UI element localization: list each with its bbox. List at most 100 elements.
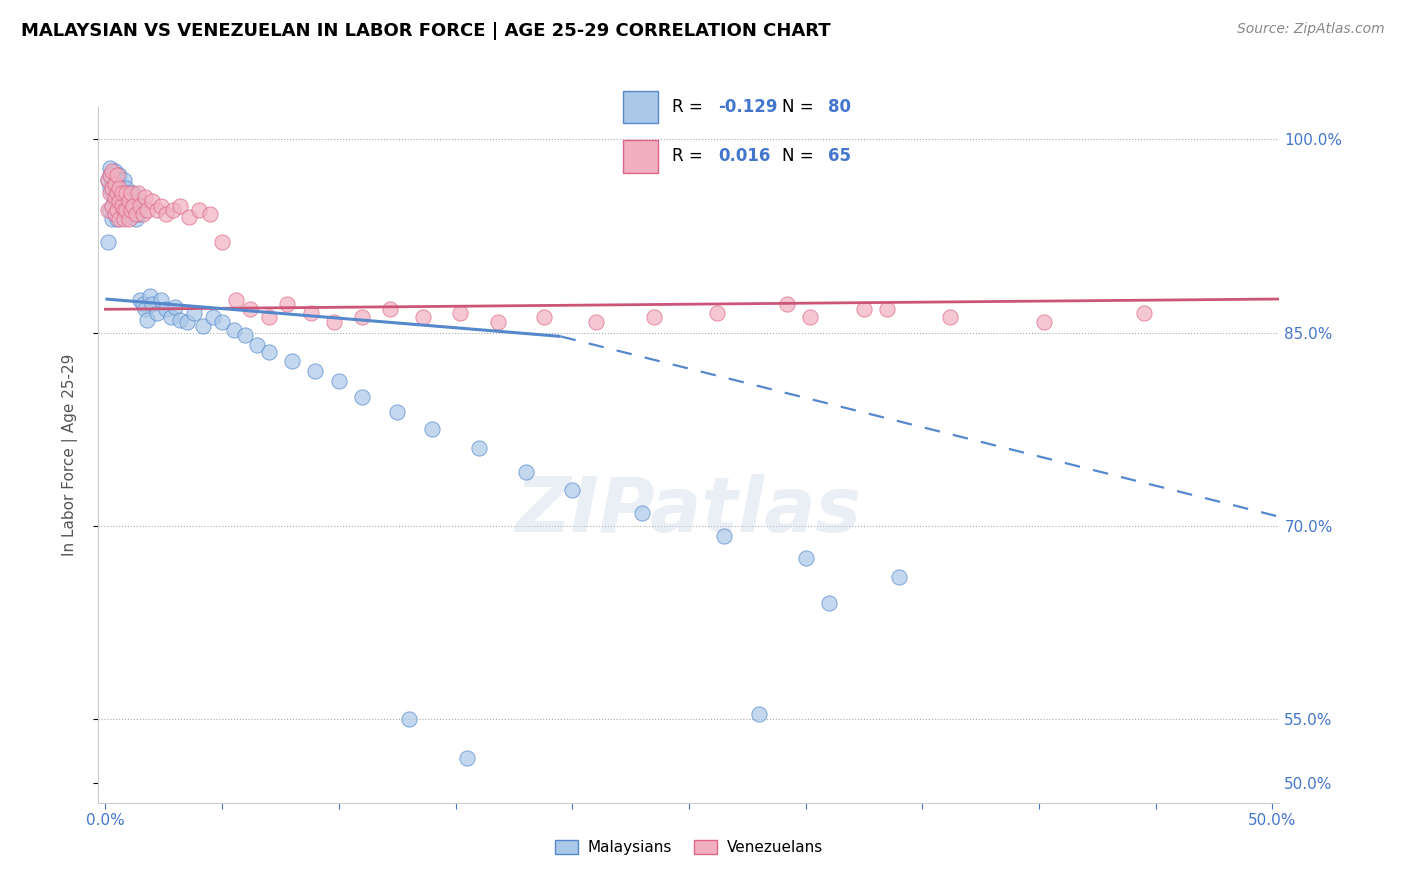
Point (105, 212, 128, 227)
Text: -0.129: -0.129 (718, 98, 778, 116)
Point (631, 506, 654, 520)
Point (112, 173, 135, 187)
Point (118, 212, 141, 227)
Point (939, 310, 962, 324)
Point (120, 203, 142, 218)
Point (179, 210, 201, 224)
Point (122, 203, 145, 218)
Point (105, 186, 128, 201)
Legend: Malaysians, Venezuelans: Malaysians, Venezuelans (548, 833, 830, 862)
Point (125, 212, 148, 227)
Point (101, 199, 124, 213)
Point (323, 315, 346, 329)
Point (98, 181, 121, 195)
Point (141, 194, 163, 208)
FancyBboxPatch shape (623, 91, 658, 123)
Point (97, 173, 120, 187)
Point (129, 199, 152, 213)
Point (112, 203, 135, 218)
Point (276, 297, 298, 311)
Point (111, 186, 134, 201)
Point (146, 203, 169, 218)
Text: N =: N = (782, 147, 813, 165)
Point (193, 319, 215, 334)
Point (398, 712, 420, 726)
Point (139, 289, 162, 303)
Point (183, 306, 205, 320)
Text: R =: R = (672, 98, 709, 116)
Point (104, 207, 127, 221)
Point (257, 310, 280, 324)
Point (515, 465, 537, 479)
Point (97, 173, 120, 187)
Point (104, 178, 127, 192)
Point (105, 203, 128, 218)
Point (456, 750, 478, 764)
Point (97, 235, 120, 250)
Point (115, 181, 138, 195)
Point (115, 210, 138, 224)
Point (104, 178, 127, 192)
Point (127, 186, 149, 201)
Point (420, 422, 443, 436)
Text: R =: R = (672, 147, 709, 165)
Point (150, 199, 173, 213)
Point (385, 405, 408, 419)
Point (150, 293, 173, 308)
Point (115, 186, 138, 201)
Point (169, 312, 191, 326)
Point (136, 203, 159, 218)
Point (141, 297, 163, 311)
Point (706, 306, 728, 320)
Point (299, 306, 322, 320)
Point (105, 203, 128, 218)
Point (108, 169, 131, 183)
Text: 65: 65 (828, 147, 851, 165)
Point (1032, 315, 1054, 329)
Point (118, 203, 141, 218)
Point (120, 210, 142, 224)
Text: 0.016: 0.016 (718, 147, 770, 165)
Point (115, 194, 138, 208)
Point (108, 194, 131, 208)
Point (281, 354, 304, 368)
Point (111, 199, 134, 213)
Point (101, 186, 124, 201)
Point (585, 315, 607, 329)
Point (111, 203, 134, 218)
Point (112, 212, 135, 227)
Point (169, 199, 191, 213)
Text: 80: 80 (828, 98, 851, 116)
Point (794, 551, 817, 566)
Point (235, 328, 257, 343)
Point (239, 302, 262, 317)
Point (101, 212, 124, 227)
Point (176, 315, 198, 329)
Point (165, 300, 187, 314)
Point (643, 310, 665, 324)
Point (127, 207, 149, 221)
Point (200, 207, 222, 221)
Y-axis label: In Labor Force | Age 25-29: In Labor Force | Age 25-29 (62, 354, 77, 556)
Point (108, 199, 131, 213)
Text: MALAYSIAN VS VENEZUELAN IN LABOR FORCE | AGE 25-29 CORRELATION CHART: MALAYSIAN VS VENEZUELAN IN LABOR FORCE |… (21, 22, 831, 40)
Point (155, 302, 177, 317)
Point (112, 186, 135, 201)
Point (486, 315, 509, 329)
Point (101, 181, 124, 195)
Point (98, 161, 121, 175)
Point (111, 210, 134, 224)
Text: ZIPatlas: ZIPatlas (516, 474, 862, 548)
Point (162, 203, 184, 218)
Point (120, 186, 142, 201)
Point (818, 596, 841, 610)
Point (118, 186, 141, 201)
Point (132, 207, 155, 221)
Point (104, 207, 127, 221)
Point (134, 302, 156, 317)
Text: N =: N = (782, 98, 813, 116)
Point (122, 186, 145, 201)
Point (853, 302, 876, 317)
Point (533, 310, 555, 324)
Point (132, 297, 155, 311)
